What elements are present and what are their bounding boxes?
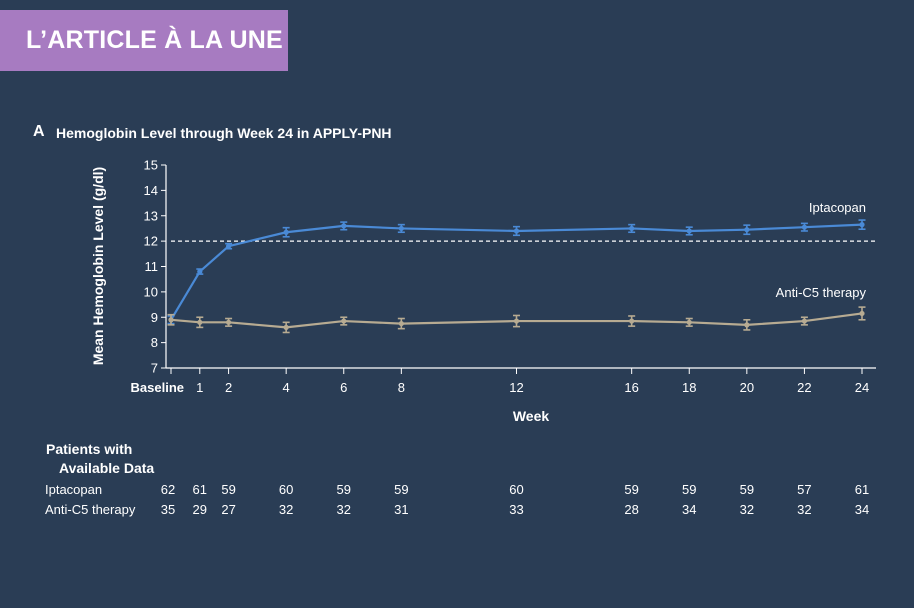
data-point <box>744 227 750 233</box>
availability-count: 34 <box>682 502 697 517</box>
data-point <box>225 243 232 249</box>
data-point <box>686 319 692 325</box>
series-line-anti-c5 <box>170 312 863 329</box>
availability-count: 34 <box>854 502 870 517</box>
availability-title-line1: Patients with <box>46 441 133 457</box>
data-point <box>168 317 174 323</box>
x-tick-label: 6 <box>340 380 347 395</box>
availability-count: 32 <box>336 502 351 517</box>
x-tick-label: 18 <box>682 380 696 395</box>
data-point <box>801 224 808 230</box>
availability-count: 32 <box>278 502 294 517</box>
availability-count: 59 <box>336 482 351 497</box>
data-point <box>744 322 750 328</box>
availability-table-title: Patients with Available Data <box>46 440 154 478</box>
availability-count: 60 <box>509 482 524 497</box>
series-line-iptacopan <box>170 223 863 321</box>
availability-count: 27 <box>221 502 236 517</box>
x-tick-label: 24 <box>855 380 869 395</box>
availability-count: 29 <box>192 502 208 517</box>
availability-count: 59 <box>682 482 697 497</box>
data-point <box>629 225 635 232</box>
availability-row-label: Anti-C5 therapy <box>45 502 136 517</box>
availability-count: 61 <box>192 482 208 497</box>
availability-count: 35 <box>160 502 176 517</box>
data-point <box>629 318 635 324</box>
x-tick-label: 8 <box>398 380 405 395</box>
availability-count: 57 <box>797 482 812 497</box>
series-label: Anti-C5 therapy <box>776 285 867 300</box>
availability-count: 33 <box>509 502 524 517</box>
y-tick-label: 8 <box>151 335 158 350</box>
x-tick-label: 16 <box>624 380 638 395</box>
y-tick-label: 7 <box>151 361 158 376</box>
availability-row-label: Iptacopan <box>45 482 103 497</box>
y-tick-label: 10 <box>144 284 158 299</box>
availability-count: 28 <box>624 502 639 517</box>
availability-count: 32 <box>739 502 755 517</box>
x-tick-label: 2 <box>225 380 232 395</box>
availability-count: 60 <box>278 482 294 497</box>
availability-count: 59 <box>739 482 755 497</box>
data-point <box>341 223 347 229</box>
y-tick-label: 13 <box>144 208 158 223</box>
data-point <box>686 228 692 234</box>
availability-count: 59 <box>624 482 639 497</box>
y-tick-label: 9 <box>151 310 158 325</box>
data-point <box>283 324 289 330</box>
x-axis-label: Week <box>513 408 550 424</box>
featured-article-banner: L’ARTICLE À LA UNE <box>0 10 288 71</box>
data-point <box>859 310 865 317</box>
data-point <box>225 319 232 325</box>
chart-title: Hemoglobin Level through Week 24 in APPL… <box>56 125 392 141</box>
data-point <box>197 319 203 325</box>
data-point <box>398 225 404 232</box>
banner-label: L’ARTICLE À LA UNE <box>26 26 283 54</box>
y-tick-label: 11 <box>145 259 159 274</box>
y-tick-label: 12 <box>144 234 158 249</box>
x-tick-label: 20 <box>740 380 754 395</box>
data-point <box>801 318 808 324</box>
availability-count: 59 <box>221 482 236 497</box>
x-tick-label: 22 <box>797 380 811 395</box>
data-point <box>283 229 289 235</box>
availability-count: 59 <box>394 482 409 497</box>
x-tick-label: 12 <box>509 380 523 395</box>
data-point <box>398 320 404 327</box>
data-point <box>197 268 203 275</box>
availability-count: 62 <box>160 482 176 497</box>
data-point <box>341 318 347 324</box>
series-label: Iptacopan <box>809 200 866 215</box>
availability-title-line2: Available Data <box>59 460 155 476</box>
availability-count: 32 <box>797 502 812 517</box>
availability-count: 31 <box>394 502 409 517</box>
data-point <box>513 318 520 324</box>
data-point <box>513 228 520 234</box>
y-axis-label: Mean Hemoglobin Level (g/dl) <box>90 167 106 365</box>
data-point <box>859 222 865 228</box>
x-tick-label: 4 <box>283 380 290 395</box>
availability-count: 61 <box>854 482 870 497</box>
x-tick-label: Baseline <box>131 380 184 395</box>
y-tick-label: 14 <box>144 183 158 198</box>
x-tick-label: 1 <box>196 380 203 395</box>
panel-letter: A <box>33 123 45 140</box>
y-tick-label: 15 <box>144 158 158 173</box>
